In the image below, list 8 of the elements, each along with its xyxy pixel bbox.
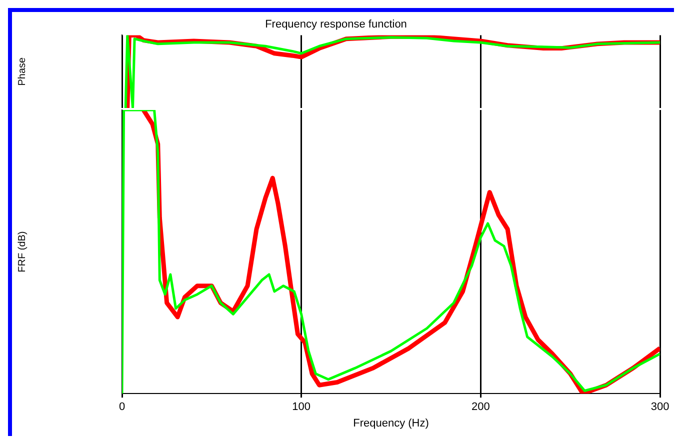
x-tick-label: 0	[118, 401, 126, 414]
y-axis-title: Phase	[16, 56, 28, 86]
x-tick-label: 200	[471, 401, 490, 414]
x-axis-title: Frequency (Hz)	[353, 417, 429, 430]
x-tick-label: 300	[650, 401, 670, 414]
x-tick-label: 100	[292, 401, 311, 414]
y-axis-title: FRF (dB)	[16, 231, 28, 272]
chart-title: Frequency response function	[265, 18, 407, 31]
